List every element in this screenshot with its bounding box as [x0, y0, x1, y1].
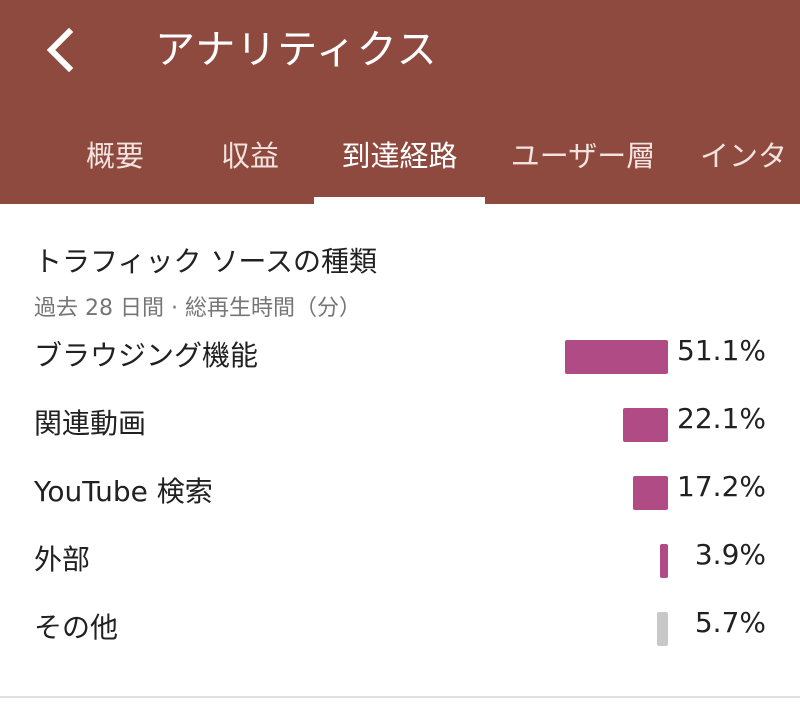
tab-demographics[interactable]: ユーザー層	[510, 139, 656, 173]
traffic-source-label: 関連動画	[34, 407, 147, 440]
card-subtitle: 過去 28 日間 · 総再生時間（分）	[34, 296, 361, 321]
chevron-left-icon	[46, 28, 74, 72]
traffic-source-value: 22.1%	[677, 402, 766, 435]
traffic-source-label: 外部	[34, 543, 91, 576]
chart-bar	[657, 612, 668, 646]
traffic-source-value: 5.7%	[694, 606, 766, 639]
chart-bar	[660, 544, 668, 578]
table-row[interactable]: 関連動画 22.1%	[0, 392, 800, 460]
traffic-source-label: ブラウジング機能	[34, 339, 259, 372]
tab-interactions[interactable]: インタ	[700, 139, 788, 173]
tab-revenue[interactable]: 収益	[220, 139, 279, 173]
active-tab-indicator	[314, 197, 485, 204]
card-title: トラフィック ソースの種類	[34, 245, 377, 278]
traffic-source-label: YouTube 検索	[34, 475, 213, 508]
back-button[interactable]	[30, 20, 90, 80]
traffic-source-value: 17.2%	[677, 470, 766, 503]
table-row[interactable]: ブラウジング機能 51.1%	[0, 324, 800, 392]
table-row[interactable]: 外部 3.9%	[0, 528, 800, 596]
divider	[0, 696, 800, 698]
app-bar: アナリティクス 概要 収益 到達経路 ユーザー層 インタ	[0, 0, 800, 204]
table-row[interactable]: YouTube 検索 17.2%	[0, 460, 800, 528]
chart-bar	[623, 408, 668, 442]
page-title: アナリティクス	[155, 27, 438, 73]
tab-bar: 概要 収益 到達経路 ユーザー層 インタ	[0, 120, 800, 204]
traffic-source-value: 3.9%	[694, 538, 766, 571]
tab-traffic-sources[interactable]: 到達経路	[341, 139, 458, 173]
table-row[interactable]: その他 5.7%	[0, 596, 800, 664]
traffic-source-value: 51.1%	[677, 334, 766, 367]
traffic-source-label: その他	[34, 611, 119, 644]
tab-overview[interactable]: 概要	[85, 139, 144, 173]
chart-bar	[633, 476, 668, 510]
chart-bar	[565, 340, 668, 374]
